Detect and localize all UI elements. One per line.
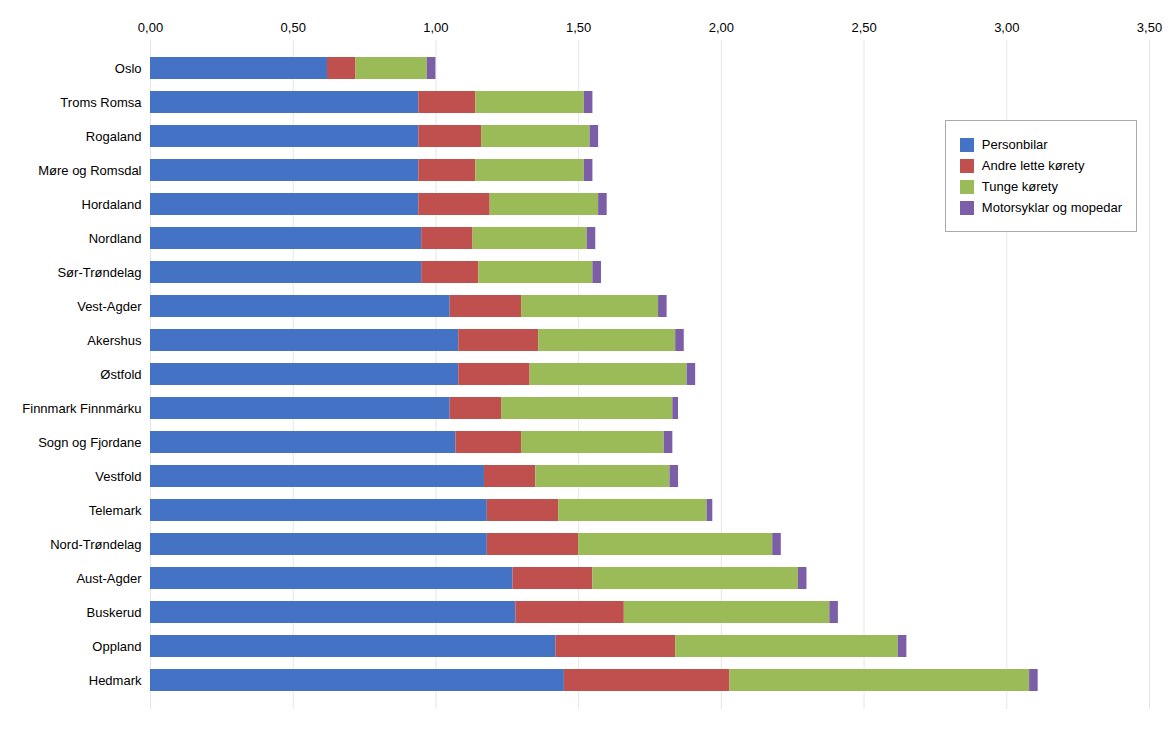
svg-text:Oppland: Oppland xyxy=(92,639,141,654)
svg-text:Hordaland: Hordaland xyxy=(82,197,142,212)
svg-text:1,50: 1,50 xyxy=(566,20,591,35)
svg-text:2,50: 2,50 xyxy=(851,20,876,35)
html-text:Tunge kørety: Tunge kørety xyxy=(981,179,1058,194)
svg-text:3,50: 3,50 xyxy=(1137,20,1162,35)
svg-text:Finnmark Finnmárku: Finnmark Finnmárku xyxy=(22,401,141,416)
svg-text:Møre og Romsdal: Møre og Romsdal xyxy=(38,163,141,178)
svg-text:Rogaland: Rogaland xyxy=(86,129,142,144)
svg-text:3,00: 3,00 xyxy=(994,20,1019,35)
html-text:Personbilar: Personbilar xyxy=(981,137,1048,152)
svg-text:Nord-Trøndelag: Nord-Trøndelag xyxy=(50,537,141,552)
svg-text:Østfold: Østfold xyxy=(100,367,141,382)
svg-text:Nordland: Nordland xyxy=(89,231,142,246)
svg-text:Telemark: Telemark xyxy=(89,503,142,518)
svg-text:1,00: 1,00 xyxy=(423,20,448,35)
svg-text:Vestfold: Vestfold xyxy=(95,469,141,484)
svg-text:Troms Romsa: Troms Romsa xyxy=(60,95,142,110)
svg-text:Sør-Trøndelag: Sør-Trøndelag xyxy=(57,265,141,280)
svg-text:0,50: 0,50 xyxy=(281,20,306,35)
svg-text:Aust-Agder: Aust-Agder xyxy=(76,571,142,586)
html-text:Andre lette kørety: Andre lette kørety xyxy=(981,158,1085,173)
svg-text:Oslo: Oslo xyxy=(115,61,142,76)
svg-text:2,00: 2,00 xyxy=(709,20,734,35)
html-text:Motorsyklar og mopedar: Motorsyklar og mopedar xyxy=(981,200,1122,215)
svg-text:Buskerud: Buskerud xyxy=(87,605,142,620)
svg-text:Hedmark: Hedmark xyxy=(89,673,142,688)
svg-text:0,00: 0,00 xyxy=(138,20,163,35)
svg-text:Akershus: Akershus xyxy=(87,333,142,348)
svg-text:Vest-Agder: Vest-Agder xyxy=(77,299,142,314)
svg-text:Sogn og Fjordane: Sogn og Fjordane xyxy=(38,435,141,450)
